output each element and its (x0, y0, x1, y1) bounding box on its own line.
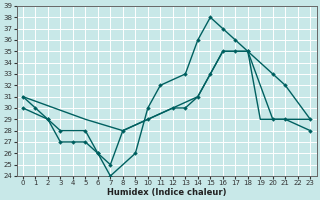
X-axis label: Humidex (Indice chaleur): Humidex (Indice chaleur) (107, 188, 226, 197)
